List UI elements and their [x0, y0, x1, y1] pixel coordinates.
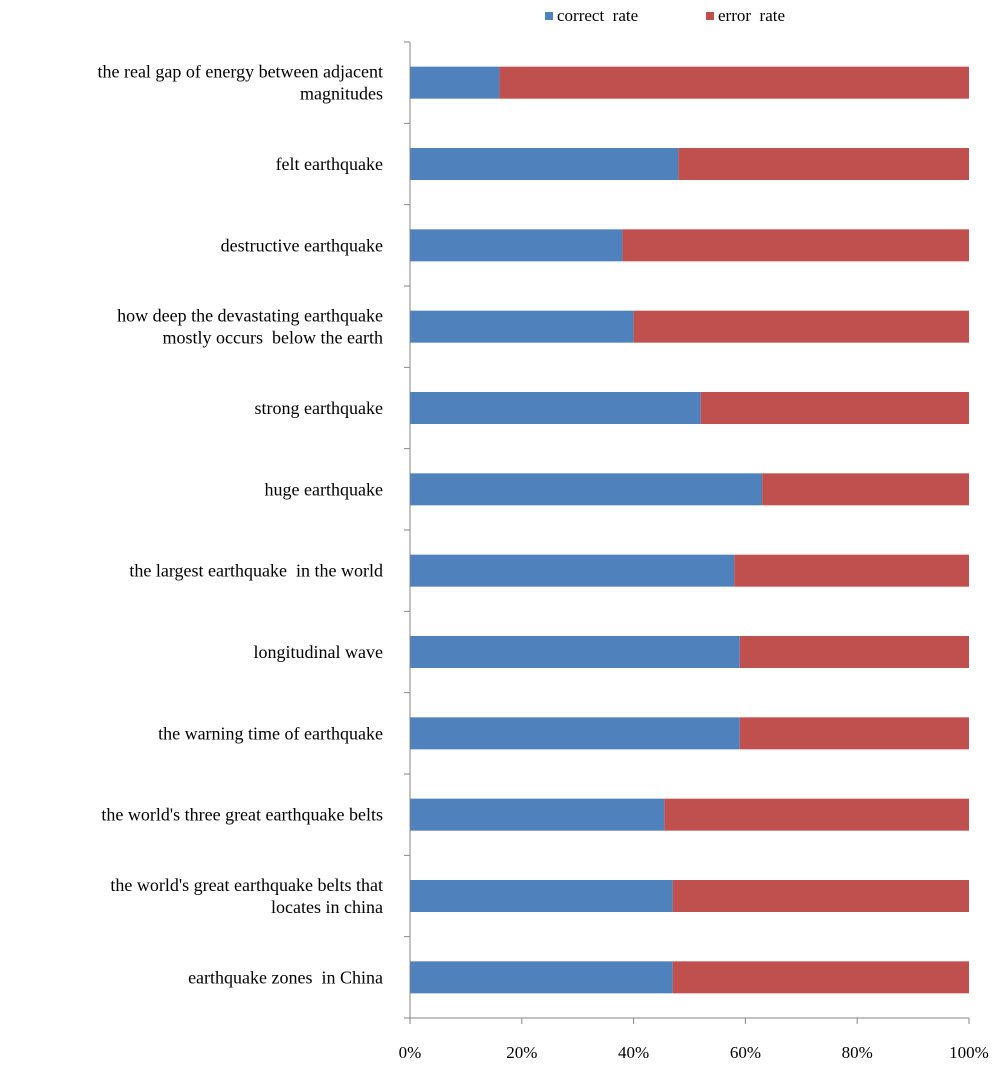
x-tick-label: 40%	[618, 1043, 649, 1062]
bar-correct-rate-6	[410, 473, 763, 506]
category-label: the world's great earthquake belts that	[110, 875, 383, 895]
category-label: the largest earthquake in the world	[129, 561, 383, 581]
bar-error-rate-9	[739, 717, 969, 750]
bar-error-rate-8	[739, 636, 969, 668]
category-label: destructive earthquake	[221, 235, 383, 255]
bar-error-rate-11	[672, 880, 969, 912]
category-label: earthquake zones in China	[188, 967, 383, 987]
category-label: the warning time of earthquake	[158, 723, 383, 743]
x-tick-label: 20%	[506, 1043, 537, 1062]
category-label: the real gap of energy between adjacent	[97, 62, 383, 82]
category-labels: the real gap of energy between adjacentm…	[97, 62, 383, 988]
bar-error-rate-7	[734, 554, 969, 587]
category-label: mostly occurs below the earth	[163, 328, 383, 348]
bar-error-rate-2	[678, 148, 969, 180]
bar-error-rate-4	[633, 310, 969, 343]
bar-error-rate-12	[672, 961, 969, 994]
category-label: the world's three great earthquake belts	[101, 805, 383, 825]
category-label: magnitudes	[300, 84, 383, 104]
legend-swatch-error-rate	[706, 12, 714, 20]
x-tick-label: 60%	[730, 1043, 761, 1062]
bar-correct-rate-11	[410, 880, 673, 912]
category-label: locates in china	[271, 897, 383, 917]
bar-correct-rate-3	[410, 229, 623, 262]
legend-label-error-rate: error rate	[718, 6, 785, 25]
bar-correct-rate-8	[410, 636, 740, 668]
bar-error-rate-3	[622, 229, 969, 262]
legend-swatch-correct-rate	[545, 12, 553, 20]
category-label: felt earthquake	[276, 154, 383, 174]
bar-error-rate-10	[664, 798, 969, 831]
bar-correct-rate-5	[410, 392, 701, 424]
category-label: huge earthquake	[265, 479, 383, 499]
bar-correct-rate-2	[410, 148, 679, 180]
x-tick-label: 100%	[949, 1043, 989, 1062]
legend: correct rate error rate	[545, 6, 785, 25]
legend-label-correct-rate: correct rate	[557, 6, 638, 25]
bar-error-rate-5	[700, 392, 969, 424]
category-label: how deep the devastating earthquake	[117, 306, 383, 326]
axes-group	[404, 41, 970, 1024]
x-tick-label: 0%	[399, 1043, 422, 1062]
bar-correct-rate-12	[410, 961, 673, 994]
bar-correct-rate-4	[410, 310, 634, 343]
x-tick-labels: 0% 20% 40% 60% 80% 100%	[399, 1043, 989, 1062]
bar-error-rate-1	[499, 66, 969, 99]
x-tick-label: 80%	[842, 1043, 873, 1062]
bar-correct-rate-9	[410, 717, 740, 750]
bar-error-rate-6	[762, 473, 969, 506]
bars-group	[410, 66, 969, 994]
category-label: strong earthquake	[255, 398, 383, 418]
bar-correct-rate-7	[410, 554, 735, 587]
category-label: longitudinal wave	[254, 642, 383, 662]
bar-correct-rate-10	[410, 798, 665, 831]
bar-correct-rate-1	[410, 66, 500, 99]
